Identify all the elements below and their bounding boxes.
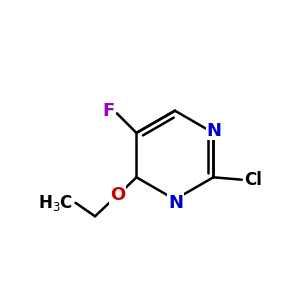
Text: N: N <box>168 194 183 211</box>
Text: F: F <box>102 102 115 120</box>
Text: Cl: Cl <box>244 171 262 189</box>
Text: O: O <box>110 186 125 204</box>
Text: H$_3$C: H$_3$C <box>38 193 73 213</box>
Text: N: N <box>207 122 222 140</box>
